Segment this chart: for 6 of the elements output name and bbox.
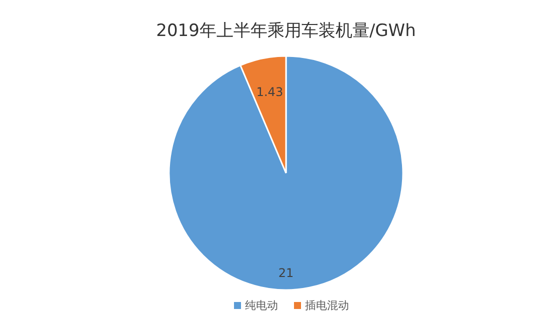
legend-label: 插电混动 xyxy=(305,299,349,312)
data-label: 21 xyxy=(278,266,294,280)
chart-title: 2019年上半年乘用车装机量/GWh xyxy=(156,21,416,41)
data-label: 1.43 xyxy=(256,85,284,100)
legend-label: 纯电动 xyxy=(245,299,278,312)
pie-slice xyxy=(168,55,404,291)
